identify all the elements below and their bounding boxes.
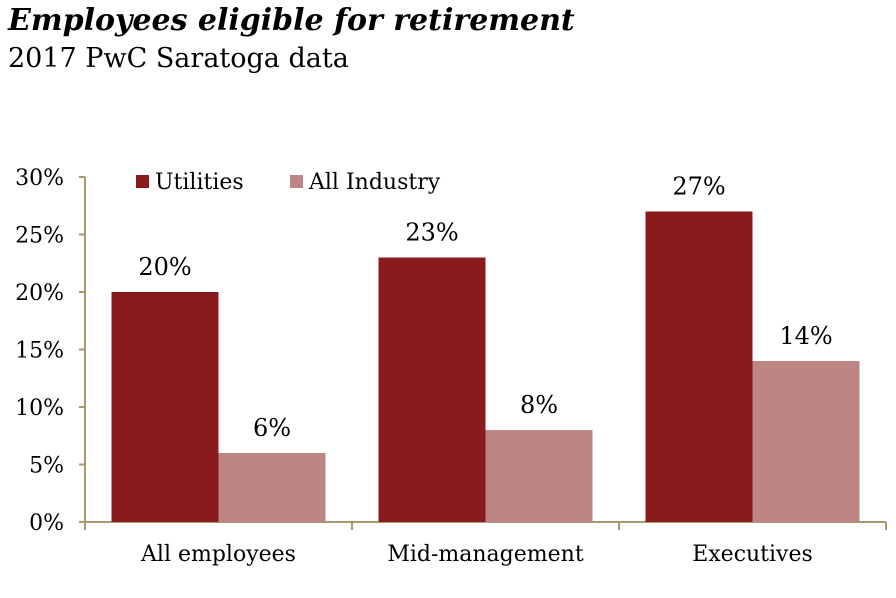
x-category-label: All employees <box>140 542 296 567</box>
legend-label: Utilities <box>155 170 244 195</box>
bar-all-industry <box>218 453 326 522</box>
y-tick-label: 10% <box>15 396 64 421</box>
bar-utilities <box>378 257 486 522</box>
y-tick-label: 15% <box>15 339 64 364</box>
chart-title: Employees eligible for retirement <box>8 3 575 38</box>
data-label: 6% <box>253 414 291 442</box>
data-label: 8% <box>520 391 558 419</box>
chart-subtitle: 2017 PwC Saratoga data <box>8 43 349 74</box>
bar-utilities <box>111 292 219 522</box>
y-tick-label: 25% <box>15 224 64 249</box>
bar-all-industry <box>485 430 593 522</box>
data-label: 27% <box>672 173 725 201</box>
data-label: 14% <box>779 322 832 350</box>
bar-utilities <box>645 211 753 522</box>
legend-swatch <box>290 175 303 188</box>
data-label: 20% <box>138 253 191 281</box>
legend-swatch <box>136 175 149 188</box>
y-tick-label: 20% <box>15 281 64 306</box>
x-category-label: Executives <box>692 542 813 567</box>
data-label: 23% <box>405 219 458 247</box>
legend-label: All Industry <box>308 170 441 195</box>
y-tick-label: 5% <box>29 454 64 479</box>
x-category-label: Mid-management <box>387 542 583 567</box>
y-tick-label: 0% <box>29 511 64 536</box>
y-tick-label: 30% <box>15 166 64 191</box>
bar-all-industry <box>752 361 860 522</box>
